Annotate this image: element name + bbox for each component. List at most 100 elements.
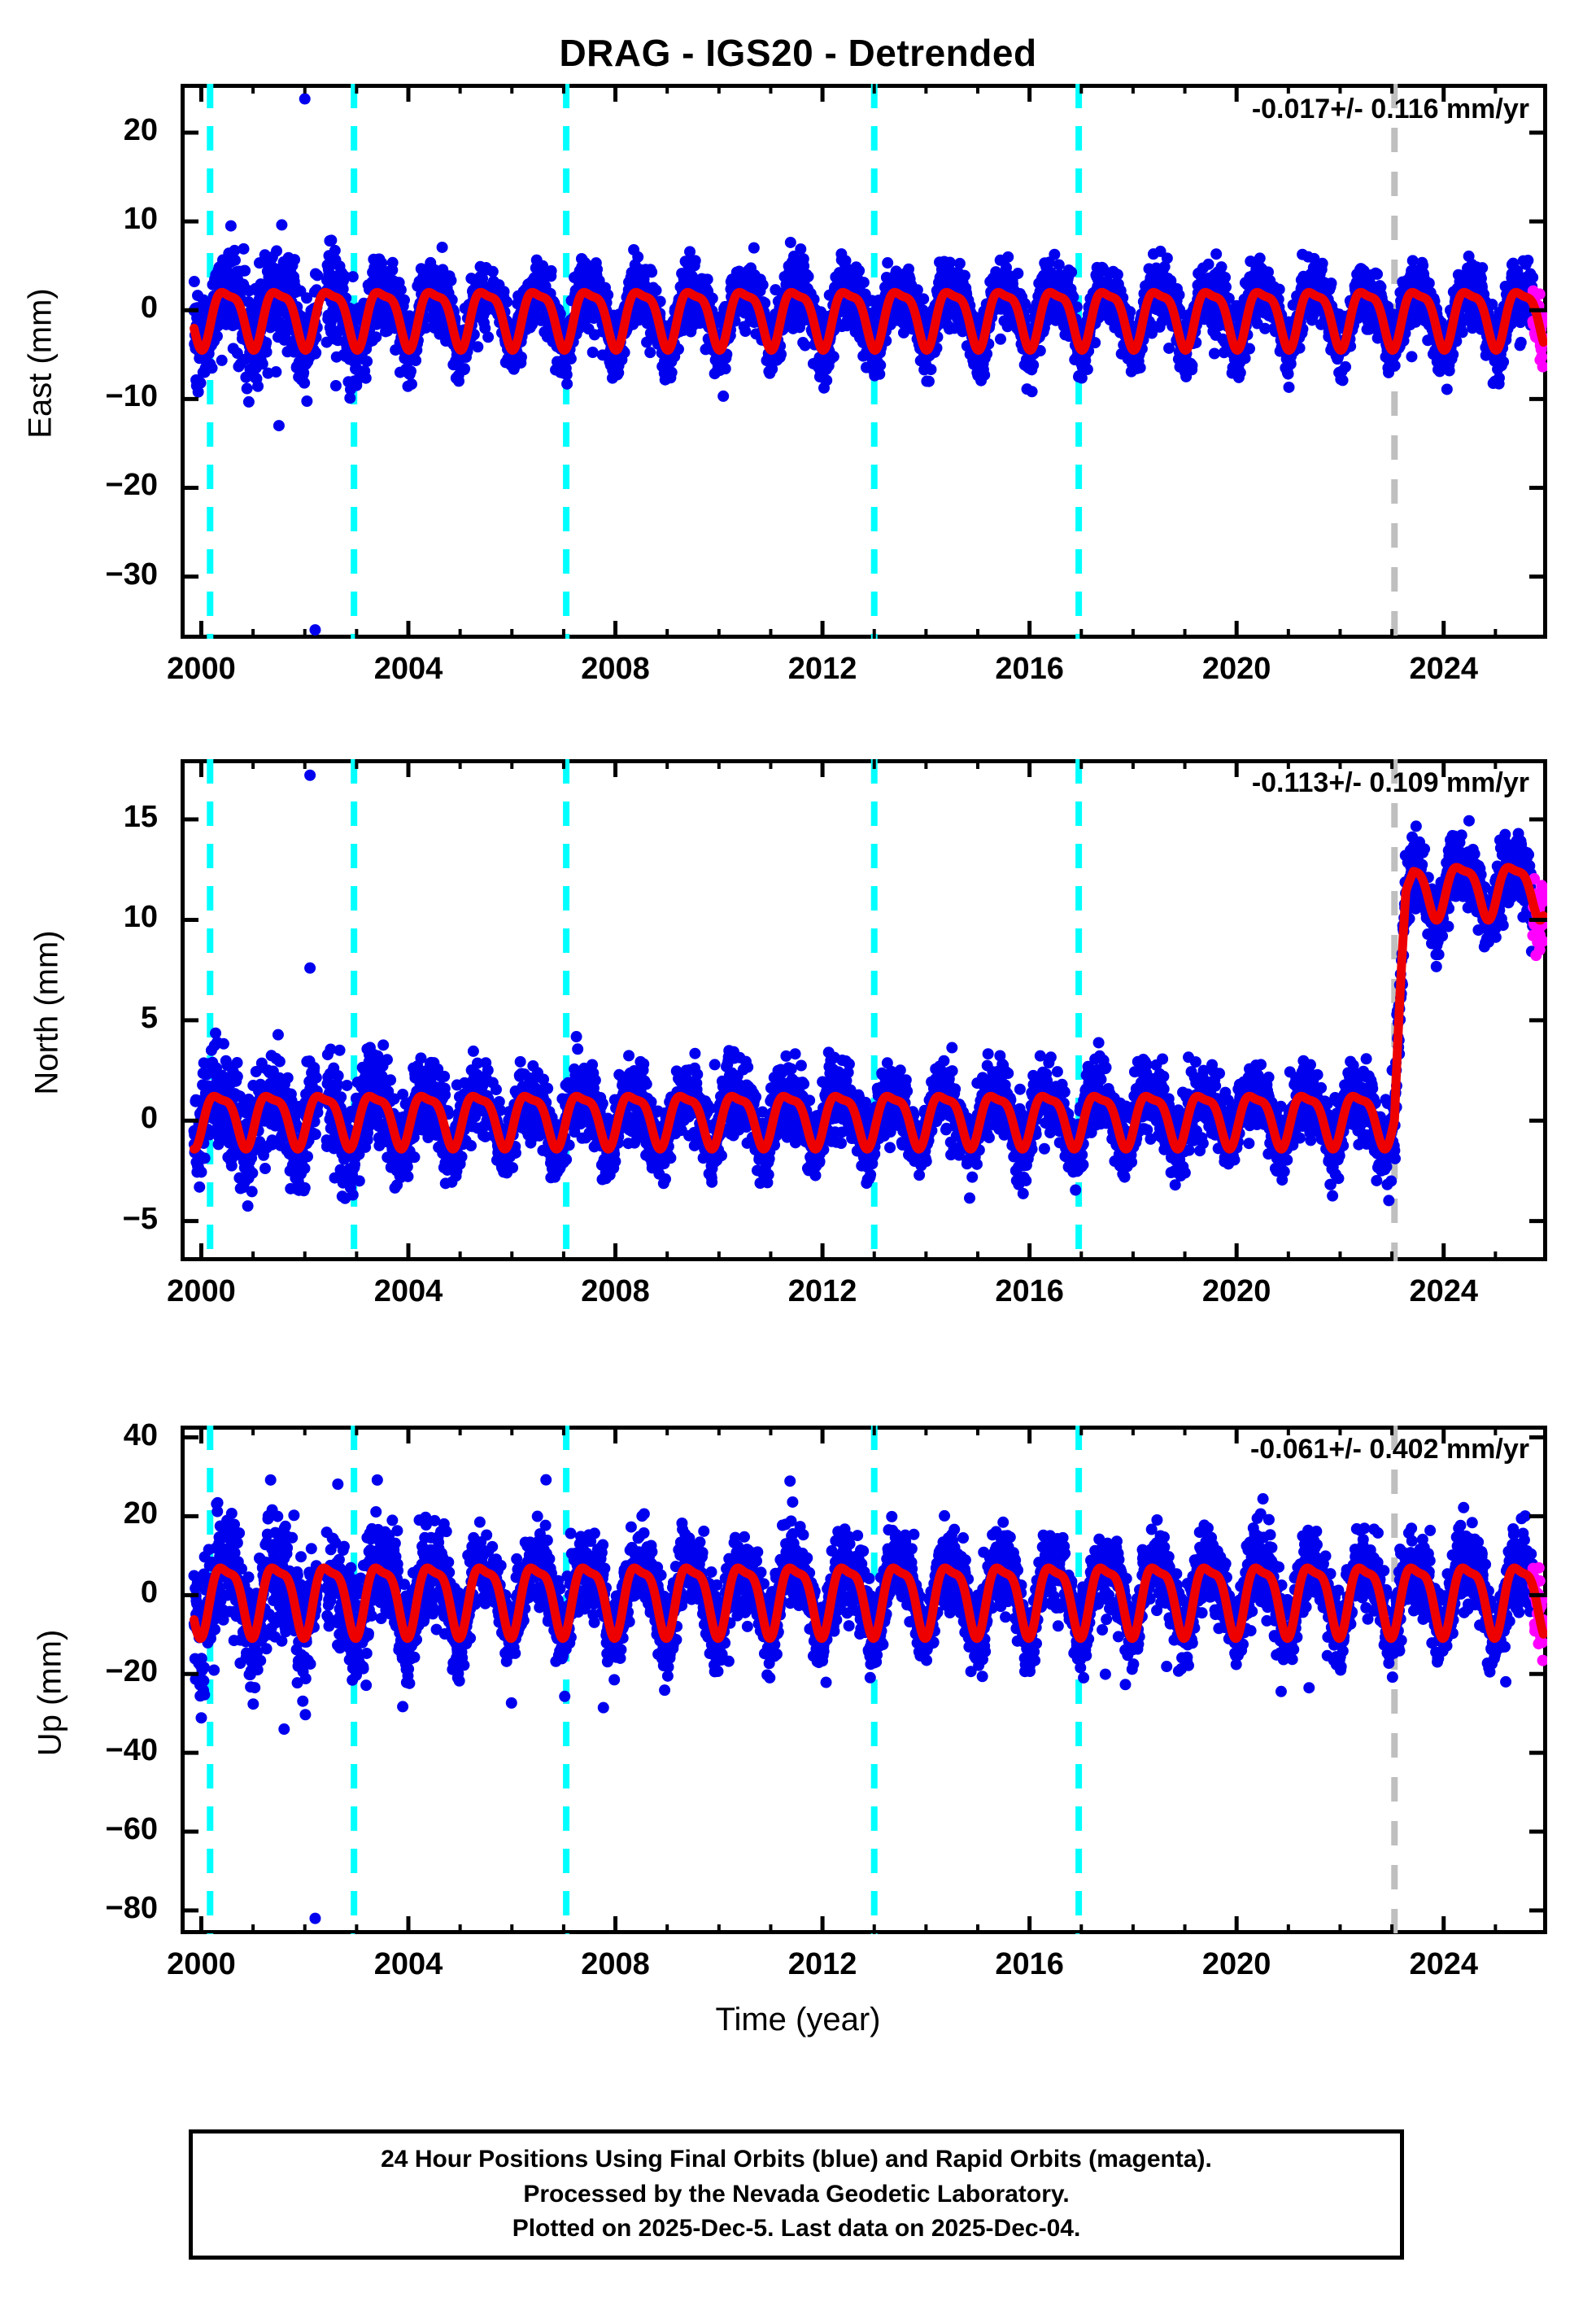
east-axis-label: East (mm) [22, 288, 59, 439]
data-point-final [979, 369, 991, 381]
data-point-final [1081, 363, 1093, 375]
data-point-final [857, 277, 870, 289]
data-point-final [784, 236, 796, 248]
data-point-final [1027, 359, 1040, 371]
data-point-final [1002, 251, 1014, 263]
data-point-final [376, 257, 388, 269]
data-point-final [944, 256, 956, 269]
data-point-final [301, 292, 313, 304]
data-point-final [229, 254, 241, 266]
data-point-final [821, 374, 833, 387]
event-lines [207, 84, 1398, 639]
data-point-final [1173, 289, 1185, 301]
data-point-final [565, 352, 577, 365]
data-point-final [1283, 381, 1295, 393]
data-point-final [229, 244, 241, 256]
data-point-final [925, 364, 937, 376]
data-point-final [1026, 386, 1038, 398]
data-point-final [252, 380, 264, 392]
data-point-final [1186, 360, 1198, 372]
data-point-final [632, 251, 644, 263]
data-point-final [225, 220, 237, 232]
data-point-final [1337, 374, 1349, 387]
data-point-final [1049, 248, 1061, 260]
data-point-final [1515, 336, 1527, 348]
data-point-final [650, 284, 662, 296]
data-point-final [301, 395, 313, 408]
north-panel: -0.113+/- 0.109 mm/yr [181, 759, 1547, 1261]
data-point-final [646, 266, 658, 278]
data-point-final [1012, 268, 1024, 280]
data-point-final [445, 274, 457, 286]
data-point-final [1498, 356, 1510, 368]
data-point-final [337, 283, 349, 295]
page-title: DRAG - IGS20 - Detrended [559, 32, 1037, 74]
data-point-final [587, 347, 599, 358]
data-point-final [206, 362, 218, 374]
data-point-final [347, 271, 359, 283]
data-point-rapid [1536, 351, 1547, 363]
data-point-final [1441, 383, 1453, 395]
data-point-final [216, 354, 228, 366]
data-point-outlier [299, 93, 311, 105]
data-point-final [195, 1166, 207, 1178]
data-point-final [795, 243, 807, 255]
data-points [188, 93, 1547, 636]
data-point-final [386, 256, 399, 269]
data-point-final [256, 358, 268, 370]
data-point-final [1273, 283, 1285, 295]
data-point-final [1053, 259, 1065, 271]
east-plot-canvas [181, 84, 1547, 639]
data-point-final [239, 264, 251, 277]
data-point-final [689, 255, 701, 267]
north-plot-canvas [181, 759, 1547, 1261]
data-point-final [1202, 258, 1214, 270]
data-point-final [329, 244, 341, 256]
data-point-final [1493, 372, 1505, 384]
data-point-final [1161, 252, 1173, 264]
data-point-final [338, 270, 351, 282]
data-point-final [918, 293, 930, 305]
data-point-final [395, 284, 407, 296]
data-point-final [1456, 326, 1468, 338]
data-point-final [299, 377, 311, 389]
data-point-final [498, 286, 510, 298]
data-point-final [953, 257, 966, 269]
data-point-final [361, 356, 373, 368]
data-point-final [1325, 277, 1337, 290]
data-point-final [1443, 365, 1455, 377]
data-point-final [1215, 261, 1228, 273]
data-point-final [1219, 281, 1232, 293]
data-point-final [1282, 368, 1294, 380]
data-point-final [188, 276, 200, 288]
data-point-final [994, 333, 1006, 345]
data-point-final [312, 269, 324, 282]
data-point-final [665, 366, 678, 378]
data-point-final [1389, 360, 1401, 372]
data-point-final [644, 347, 656, 359]
data-point-final [360, 372, 372, 384]
data-point-outlier [309, 624, 321, 636]
data-point-final [802, 270, 814, 282]
data-point-final [882, 257, 894, 269]
data-point-final [1340, 360, 1352, 373]
data-point-final [874, 359, 887, 371]
event-lines [207, 759, 1398, 1261]
data-point-final [486, 265, 499, 277]
data-point-final [410, 355, 422, 366]
data-point-final [310, 347, 322, 359]
data-point-final [717, 390, 730, 402]
data-point-final [270, 366, 282, 378]
data-point-final [271, 245, 283, 257]
data-point-final [922, 375, 935, 387]
data-point-final [370, 331, 382, 343]
data-point-final [242, 395, 255, 408]
data-point-final [1406, 255, 1419, 267]
data-point-final [1066, 266, 1078, 278]
data-point-rapid [1533, 288, 1546, 300]
data-point-outlier [329, 380, 342, 392]
data-point-final [404, 365, 416, 378]
data-point-final [701, 273, 713, 286]
data-point-final [344, 392, 356, 404]
